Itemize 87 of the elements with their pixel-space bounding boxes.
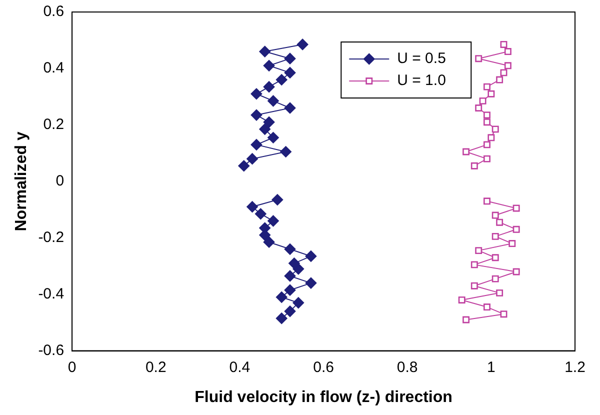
x-tick-label: 0.2	[145, 358, 166, 376]
x-tick-label: 1	[487, 358, 496, 376]
y-tick-label: -0.2	[38, 229, 64, 246]
point	[268, 215, 279, 227]
point	[492, 126, 499, 133]
point	[496, 218, 504, 226]
point	[276, 74, 288, 86]
point	[484, 198, 490, 205]
point	[484, 118, 490, 126]
point	[492, 212, 499, 219]
point	[238, 160, 250, 172]
point	[284, 67, 296, 78]
point	[276, 312, 288, 324]
y-tick-label: 0	[56, 172, 64, 190]
y-tick-label: -0.4	[38, 285, 64, 302]
y-tick-label: 0.2	[43, 116, 64, 134]
point	[263, 60, 275, 72]
x-tick-label: 0.4	[229, 358, 250, 376]
point	[492, 254, 499, 262]
point	[488, 90, 495, 98]
point	[259, 46, 270, 58]
point	[255, 208, 266, 220]
point	[250, 109, 262, 121]
y-axis-title: Normalized y	[13, 132, 30, 232]
point	[488, 134, 495, 142]
point	[250, 139, 262, 150]
point	[284, 284, 296, 296]
point	[246, 153, 258, 164]
point	[263, 81, 275, 92]
point	[276, 292, 288, 303]
y-tick-label: 0.6	[43, 3, 64, 20]
point	[462, 148, 470, 156]
point	[284, 306, 296, 317]
point	[500, 310, 508, 318]
point	[305, 250, 317, 262]
point	[268, 95, 279, 107]
point	[475, 55, 482, 62]
point	[504, 62, 512, 70]
point	[462, 316, 470, 324]
point	[500, 40, 508, 48]
point	[284, 102, 296, 114]
point	[263, 116, 275, 128]
x-tick-label: 1.2	[564, 358, 586, 376]
point	[458, 296, 466, 304]
point	[268, 132, 279, 144]
point	[292, 297, 304, 308]
point	[512, 204, 520, 212]
point	[305, 277, 317, 289]
point	[496, 76, 504, 84]
point	[484, 112, 490, 119]
x-tick-label: 0	[68, 358, 76, 376]
point	[263, 236, 275, 248]
x-axis-title: Fluid velocity in flow (z-) direction	[194, 388, 452, 406]
x-tick-label: 0.6	[313, 358, 334, 376]
point	[492, 232, 499, 240]
point	[284, 52, 296, 64]
point	[479, 97, 486, 104]
point	[500, 69, 508, 76]
point	[292, 263, 304, 275]
point	[508, 240, 516, 247]
y-tick-label: 0.4	[43, 60, 64, 77]
point	[504, 48, 512, 56]
x-tick-label: 0.8	[396, 358, 418, 376]
point	[250, 88, 262, 100]
point	[512, 268, 520, 276]
point	[272, 194, 284, 206]
point	[296, 38, 308, 50]
point	[280, 146, 292, 158]
point	[484, 141, 490, 148]
point	[470, 282, 478, 290]
point	[284, 244, 296, 255]
point	[284, 270, 296, 282]
point	[496, 289, 504, 296]
point	[470, 261, 478, 268]
point	[475, 104, 482, 112]
point	[512, 226, 520, 233]
point	[484, 304, 490, 311]
y-tick-label: -0.6	[38, 342, 64, 359]
legend-label: U = 0.5	[397, 50, 446, 68]
point	[484, 83, 490, 90]
point	[259, 124, 270, 135]
point	[470, 162, 478, 170]
point	[484, 155, 490, 162]
point	[475, 247, 482, 254]
point	[492, 275, 499, 282]
legend-label: U = 1.0	[397, 72, 446, 90]
point	[246, 201, 258, 212]
